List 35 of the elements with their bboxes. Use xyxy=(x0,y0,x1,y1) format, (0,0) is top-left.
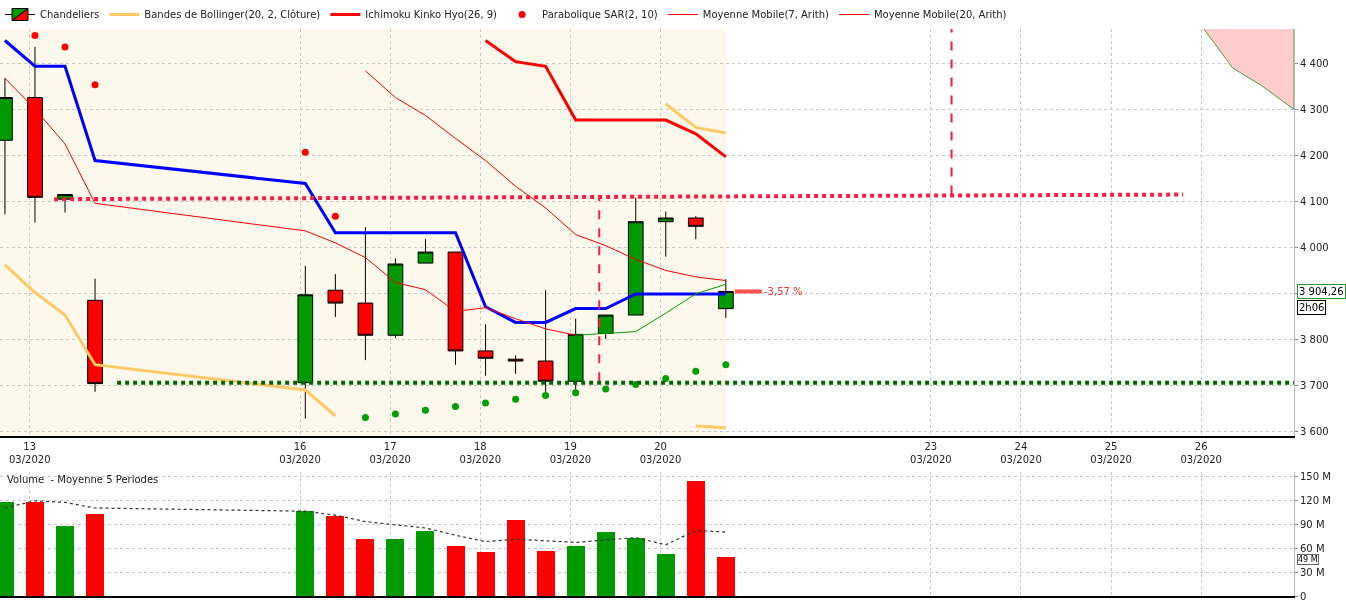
x-tick-label: 19 03/2020 xyxy=(549,441,592,465)
x-tick-label: 17 03/2020 xyxy=(369,441,411,465)
x-tick-label: 18 03/2020 xyxy=(459,441,502,465)
legend-label: Ichimoku Kinko Hyo(26, 9) xyxy=(365,9,498,21)
y-tick-label: 4 000 xyxy=(1300,241,1329,253)
legend-label: Chandeliers xyxy=(40,9,100,21)
x-tick-label: 13 03/2020 xyxy=(8,441,51,465)
y-tick-label: 150 M xyxy=(1300,470,1331,482)
text: 3 904,26 xyxy=(1299,286,1344,297)
y-tick-label: 3 600 xyxy=(1300,425,1329,437)
x-tick-label: 24 03/2020 xyxy=(1000,441,1042,465)
y-tick-label: 4 300 xyxy=(1300,103,1329,115)
x-tick-label: 16 03/2020 xyxy=(279,441,321,465)
legend-label: Moyenne Mobile(20, Arith) xyxy=(873,9,1007,21)
y-tick-label: 4 400 xyxy=(1300,57,1329,69)
annotation: -3,57 % xyxy=(764,286,803,297)
y-tick-label: 30 M xyxy=(1300,566,1325,578)
x-tick-label: 26 03/2020 xyxy=(1180,441,1222,465)
text: 2h06 xyxy=(1299,302,1325,313)
y-tick-label: 120 M xyxy=(1300,494,1331,506)
y-tick-label: 4 100 xyxy=(1300,195,1329,207)
legend-label: Parabolique SAR(2, 10) xyxy=(542,9,658,21)
x-tick-label: 25 03/2020 xyxy=(1090,441,1132,465)
text: 49 M xyxy=(1298,555,1318,564)
y-tick-label: 4 200 xyxy=(1300,149,1329,161)
legend-label: Moyenne Mobile(7, Arith) xyxy=(702,9,829,21)
y-tick-label: 3 700 xyxy=(1300,379,1329,391)
legend-label: Bandes de Bollinger(20, 2, Clôture) xyxy=(144,9,321,21)
chart-title: Volume - Moyenne 5 Periodes xyxy=(7,474,159,485)
y-tick-label: 60 M xyxy=(1300,542,1325,554)
x-tick-label: 23 03/2020 xyxy=(910,441,952,465)
y-tick-label: 90 M xyxy=(1300,518,1325,530)
y-tick-label: 0 xyxy=(1300,590,1307,602)
x-tick-label: 20 03/2020 xyxy=(639,441,682,465)
y-tick-label: 3 800 xyxy=(1300,333,1329,345)
